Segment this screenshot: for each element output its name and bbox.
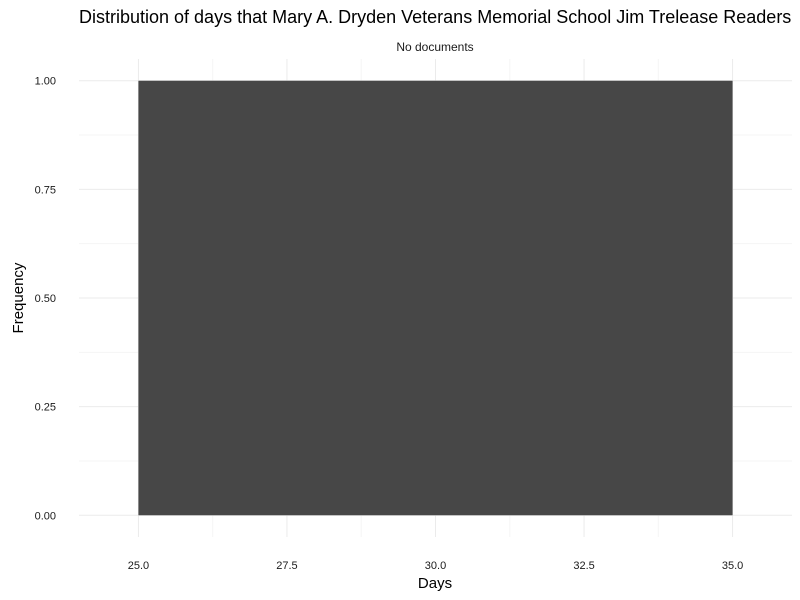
x-tick-label: 35.0: [722, 560, 743, 572]
chart-title: Distribution of days that Mary A. Dryden…: [79, 7, 791, 27]
y-tick-label: 1.00: [35, 76, 56, 88]
y-tick-label: 0.25: [35, 402, 56, 414]
x-tick-label: 30.0: [425, 560, 446, 572]
y-tick-label: 0.50: [35, 293, 56, 305]
x-tick-label: 32.5: [573, 560, 594, 572]
y-axis-title: Frequency: [10, 262, 27, 333]
y-axis-tick-labels: 0.00 0.25 0.50 0.75 1.00: [35, 76, 56, 523]
y-tick-label: 0.00: [35, 510, 56, 522]
x-tick-label: 27.5: [276, 560, 297, 572]
x-tick-label: 25.0: [128, 560, 149, 572]
histogram-bar: [138, 80, 733, 516]
chart-subtitle: No documents: [396, 40, 473, 54]
bars: [138, 80, 733, 516]
x-axis-title: Days: [418, 575, 452, 592]
x-axis-tick-labels: 25.0 27.5 30.0 32.5 35.0: [128, 560, 744, 572]
y-tick-label: 0.75: [35, 184, 56, 196]
